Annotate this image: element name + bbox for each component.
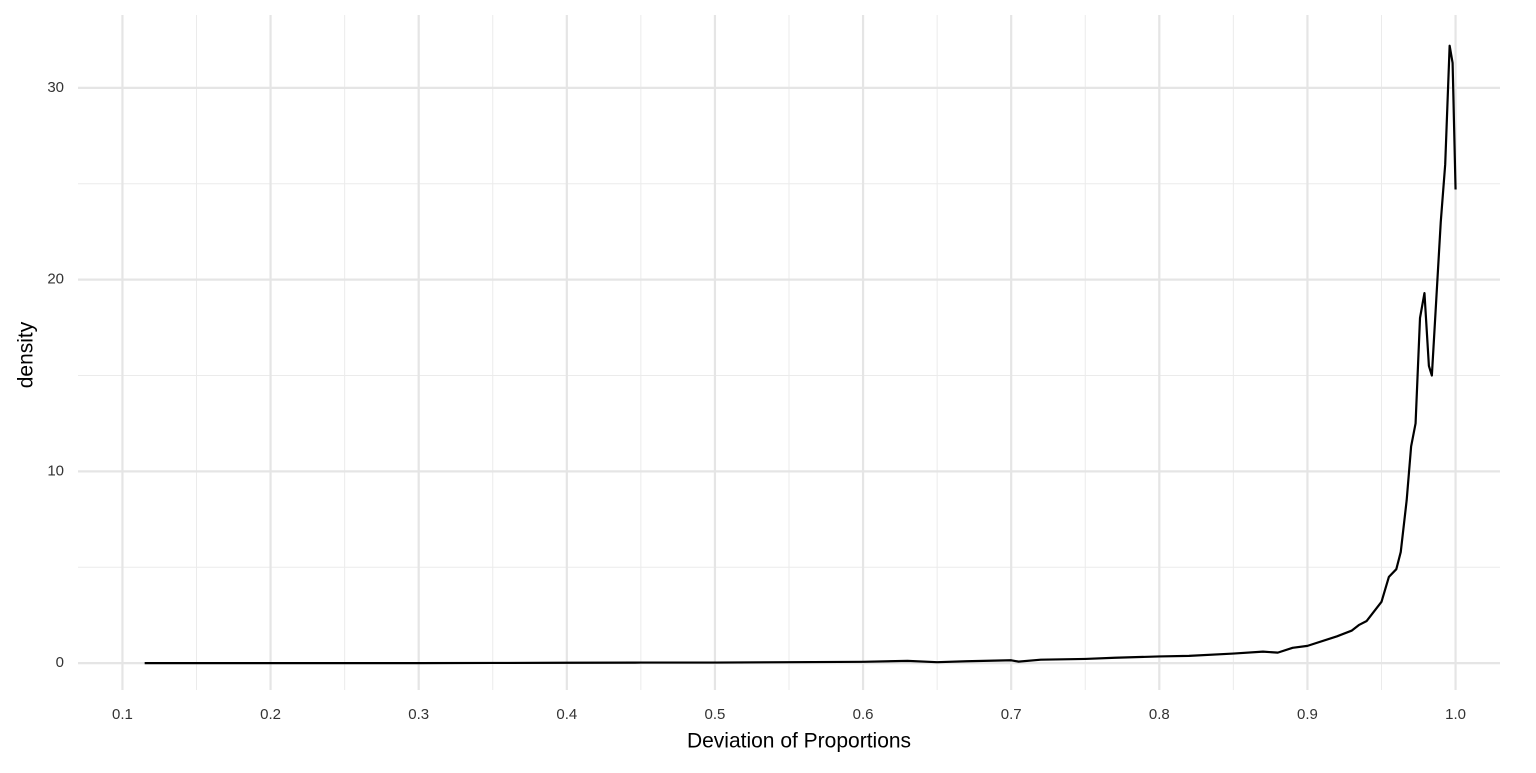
y-tick-label: 10 <box>47 462 64 479</box>
x-tick-label: 0.7 <box>1001 706 1022 723</box>
y-tick-label: 30 <box>47 79 64 96</box>
x-tick-label: 0.6 <box>853 706 874 723</box>
y-axis-label: density <box>15 321 38 388</box>
x-tick-label: 0.8 <box>1149 706 1170 723</box>
y-tick-label: 20 <box>47 271 64 288</box>
x-tick-label: 0.9 <box>1297 706 1318 723</box>
x-tick-label: 0.4 <box>556 706 577 723</box>
x-axis-label: Deviation of Proportions <box>687 730 911 753</box>
x-tick-label: 0.1 <box>112 706 133 723</box>
y-tick-label: 0 <box>56 654 64 671</box>
x-tick-label: 0.2 <box>260 706 281 723</box>
x-tick-label: 0.5 <box>705 706 726 723</box>
density-line <box>144 44 1457 665</box>
x-tick-label: 0.3 <box>408 706 429 723</box>
x-tick-label: 1.0 <box>1445 706 1466 723</box>
